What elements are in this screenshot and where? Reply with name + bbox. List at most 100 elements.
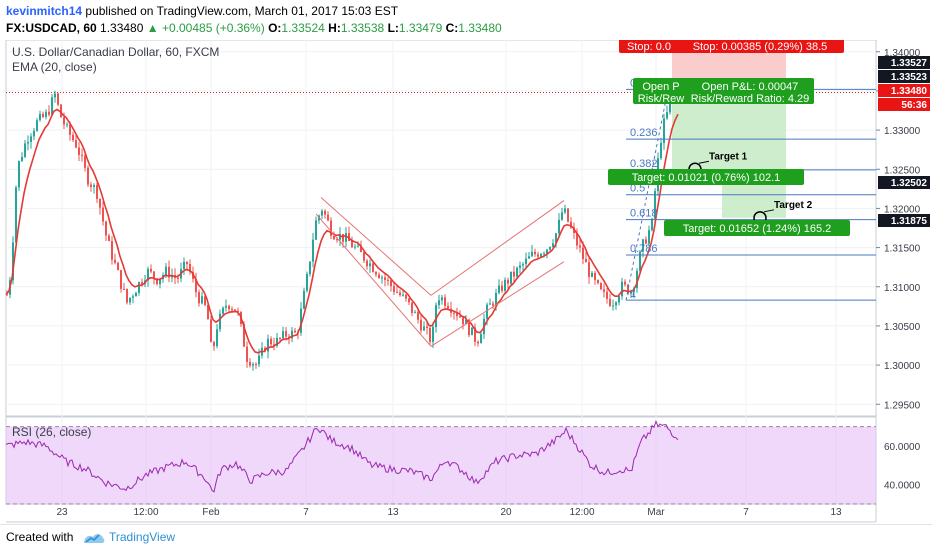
stop-label-text: Stop: 0.0 [627,41,671,53]
open-label: O: [268,21,282,35]
price-change: ▲ +0.00485 (+0.36%) [146,21,265,35]
price-tick-label: 1.34000 [884,48,921,59]
time-tick-label: 20 [500,507,512,518]
candle-body [237,310,239,312]
channel-line[interactable] [430,261,565,347]
candle-body [663,118,665,143]
candle-body [150,268,152,272]
candle-body [522,264,524,266]
position-labels[interactable]: Target 1 Target 2 Stop: 0.0 Stop: 0.00385 (… [608,40,850,236]
price-badge [878,176,930,189]
stop-label[interactable] [619,40,679,53]
candle-body [120,270,122,289]
candle-body [24,143,26,157]
fib-level-label: 0.786 [630,243,658,255]
target-label-text: Target: 0.01021 (0.76%) 102.1 [632,172,781,184]
candle-body [603,289,605,292]
candle-body [42,113,44,117]
candle-body [411,302,413,313]
candle-body [108,235,110,242]
candle-body [114,259,116,263]
candle-body [549,246,551,250]
rsi-line [5,419,679,493]
time-tick-label: 23 [56,507,68,518]
candle-body [339,233,341,240]
stop-label-text: Stop: 0.00385 (0.29%) 38.5 [693,41,828,53]
tradingview-brand[interactable]: TradingView [109,530,176,544]
candle-body [591,272,593,277]
candle-body [132,296,134,298]
candle-body [159,279,161,285]
candle-body [453,312,455,314]
candle-body [546,249,548,254]
target-text: Target 1 [709,151,748,162]
chart-title: U.S. Dollar/Canadian Dollar, 60, FXCM [12,45,219,59]
candle-body [249,361,251,366]
channel-line[interactable] [315,213,432,347]
take-profit-zone [672,96,722,170]
open-pnl-label[interactable] [686,78,814,104]
quote-line: FX:USDCAD, 60 1.33480 ▲ +0.00485 (+0.36%… [6,21,502,35]
header: kevinmitch14 published on TradingView.co… [0,0,932,40]
candle-body [648,230,650,244]
candle-body [468,319,470,336]
channel-line[interactable] [320,197,432,296]
candle-body [582,247,584,260]
price-badge-text: 1.32502 [891,178,928,189]
target-label-text: Target: 0.01652 (1.24%) 165.2 [683,223,832,235]
candle-body [258,355,260,365]
candle-body [588,262,590,277]
candle-body [294,330,296,333]
candle-body [168,266,170,278]
open-pnl-label[interactable] [633,78,689,104]
candle-body [111,241,113,260]
candle-body [54,93,56,98]
channel-line[interactable] [430,200,565,296]
candle-body [78,147,80,155]
price-tick-label: 1.31000 [884,283,921,294]
candle-body [141,282,143,284]
candle-body [129,297,131,303]
price-tick-label: 1.29500 [884,400,921,411]
candle-body [375,272,377,275]
created-with-text: Created with [6,530,74,544]
candle-body [384,277,386,280]
price-badge [878,70,930,83]
candle-body [282,331,284,339]
target-label[interactable] [664,220,850,236]
ema-legend[interactable]: EMA (20, close) [12,60,97,74]
candle-body [369,263,371,267]
rsi-tick-label: 40.0000 [884,481,921,492]
candle-body [447,305,449,309]
candle-body [432,327,434,342]
candle-body [201,296,203,304]
candle-body [12,242,14,281]
price-badge-text: 56:36 [901,100,927,111]
time-tick-label: 12:00 [133,507,158,518]
rsi-legend[interactable]: RSI (26, close) [12,425,91,439]
candle-body [480,334,482,344]
candle-body [495,292,497,306]
candle-body [204,296,206,305]
target-text: Target 2 [774,200,813,211]
candle-body [531,251,533,257]
candle-body [96,185,98,199]
candle-body [279,337,281,339]
candle-body [231,309,233,311]
candle-body [564,208,566,213]
candle-body [579,245,581,248]
fib-level-label: 0.5 [630,183,645,195]
candle-body [594,272,596,281]
candle-body [357,245,359,247]
time-tick-label: 7 [303,507,309,518]
candle-body [48,111,50,115]
fib-level-label: 1 [630,288,636,300]
target-label[interactable] [608,169,804,185]
candle-body [342,233,344,242]
candle-body [429,327,431,342]
candle-body [210,319,212,343]
stop-label[interactable] [676,40,844,53]
candle-body [570,221,572,228]
author-link[interactable]: kevinmitch14 [6,4,83,18]
